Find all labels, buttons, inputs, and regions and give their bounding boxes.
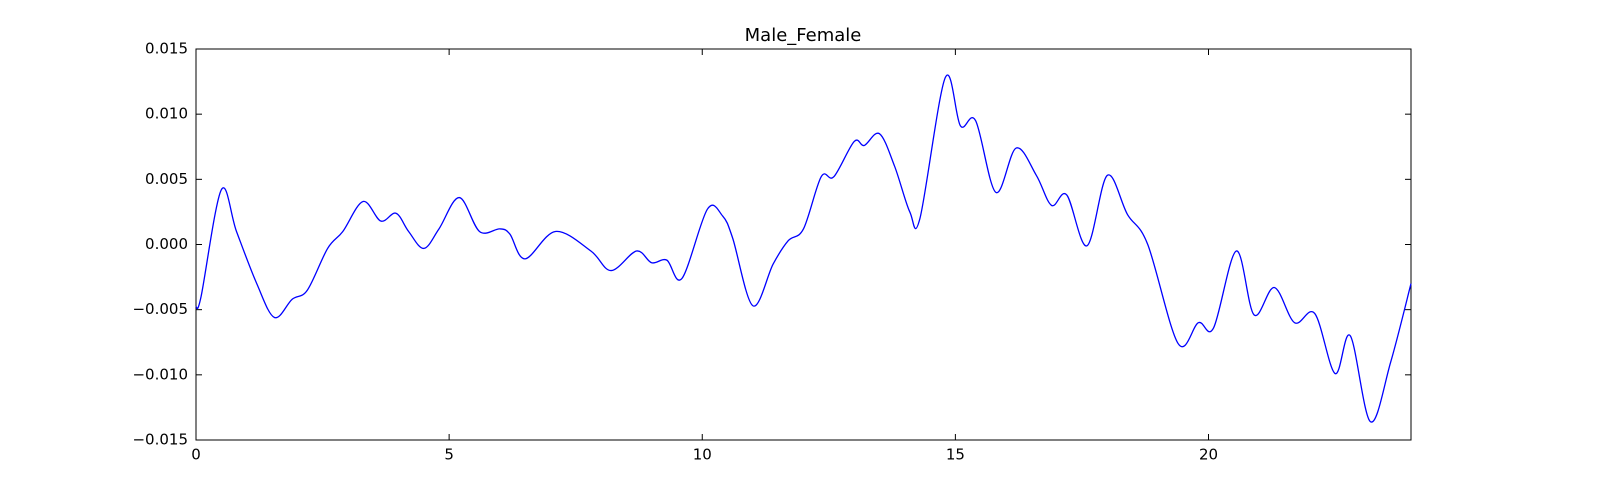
y-tick-label: 0.015: [145, 40, 188, 58]
x-tick-label: 10: [693, 446, 712, 464]
y-tick-label: 0.005: [145, 170, 188, 188]
x-tick-label: 0: [191, 446, 201, 464]
y-tick-label: 0.010: [145, 105, 188, 123]
y-tick-label: −0.010: [132, 365, 188, 383]
y-tick-label: −0.015: [132, 431, 188, 449]
x-tick-label: 20: [1199, 446, 1218, 464]
chart-title: Male_Female: [745, 25, 862, 46]
data-line: [195, 74, 1412, 423]
plot-frame: [195, 48, 1412, 441]
x-tick-label: 15: [946, 446, 965, 464]
y-tick-label: −0.005: [132, 300, 188, 318]
x-tick-label: 5: [444, 446, 454, 464]
y-tick-label: 0.000: [145, 235, 188, 253]
